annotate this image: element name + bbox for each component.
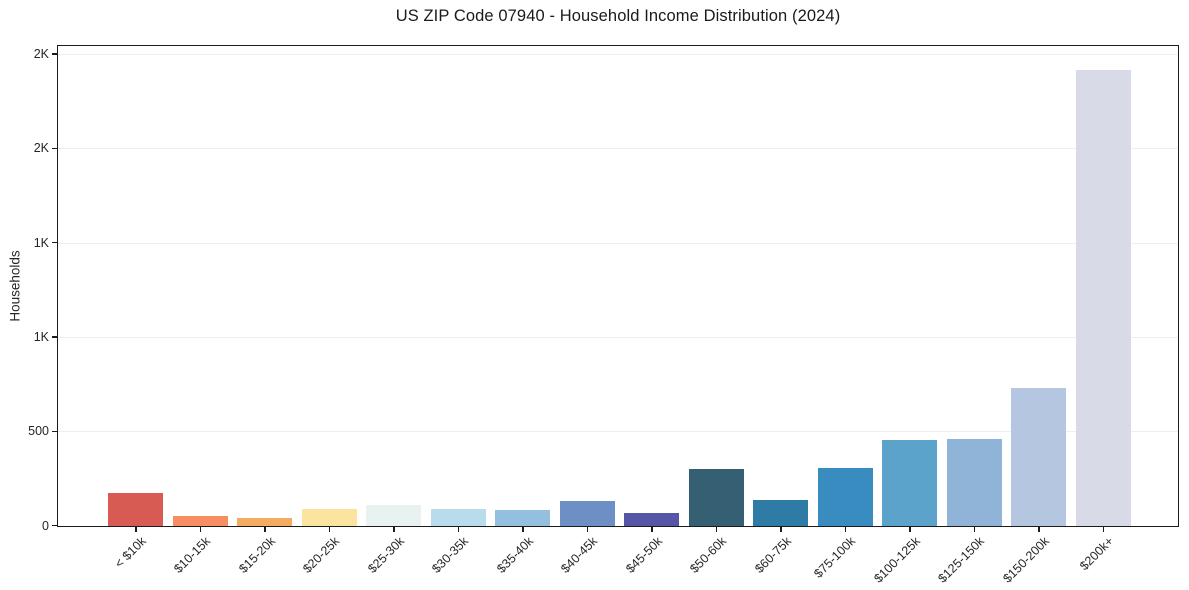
- x-tick-mark: [909, 527, 911, 532]
- x-tick-label: $30-35k: [429, 534, 472, 576]
- x-tick-label: $50-60k: [687, 534, 730, 576]
- x-tick-mark: [844, 527, 847, 532]
- y-tick-mark: [52, 147, 57, 149]
- y-tick-label: 1K: [33, 329, 49, 344]
- x-tick-label: $150-200k: [1000, 534, 1052, 586]
- bar-13: [882, 440, 937, 526]
- bar-4: [301, 509, 357, 526]
- bar-1: [108, 493, 163, 526]
- bar-2: [172, 515, 228, 526]
- y-tick-label: 500: [28, 424, 49, 439]
- x-tick-label: $60-75k: [752, 534, 794, 576]
- x-tick-mark: [973, 527, 976, 532]
- x-tick-label: $25-30k: [365, 534, 407, 576]
- bar-8: [559, 501, 615, 526]
- y-gridline: [58, 148, 1178, 150]
- y-gridline: [58, 242, 1178, 244]
- x-tick-mark: [264, 527, 266, 532]
- y-gridline: [58, 431, 1178, 433]
- bar-16: [1075, 69, 1131, 526]
- x-tick-label: $45-50k: [623, 534, 665, 576]
- bar-3: [237, 517, 292, 526]
- bar-10: [688, 469, 744, 526]
- x-tick-label: $15-20k: [236, 534, 278, 576]
- bar-14: [946, 439, 1002, 526]
- bar-6: [430, 509, 486, 526]
- x-tick-label: $200k+: [1077, 534, 1117, 574]
- x-tick-label: $20-25k: [300, 534, 343, 576]
- x-tick-mark: [522, 527, 524, 532]
- y-tick-mark: [52, 336, 57, 338]
- y-tick-mark: [52, 53, 57, 55]
- x-tick-mark: [135, 527, 137, 532]
- x-tick-mark: [651, 527, 653, 532]
- x-tick-mark: [1102, 527, 1105, 532]
- x-tick-label: $10-15k: [171, 534, 214, 576]
- x-tick-label: $35-40k: [494, 534, 536, 576]
- x-tick-mark: [586, 527, 589, 532]
- x-tick-label: $75-100k: [811, 534, 859, 581]
- y-tick-label: 2K: [33, 47, 49, 62]
- y-gridline: [58, 336, 1178, 338]
- bar-11: [753, 499, 808, 526]
- chart-title: US ZIP Code 07940 - Household Income Dis…: [395, 7, 841, 25]
- y-tick-label: 2K: [33, 141, 49, 156]
- x-tick-mark: [715, 527, 718, 532]
- y-tick-mark: [52, 430, 57, 432]
- bar-5: [366, 505, 421, 526]
- x-tick-mark: [1038, 527, 1040, 532]
- plot-area: [57, 45, 1179, 527]
- y-tick-mark: [52, 524, 57, 527]
- x-tick-mark: [328, 527, 331, 532]
- y-axis-label: Households: [7, 250, 23, 322]
- x-tick-label: $100-125k: [871, 534, 923, 586]
- bar-12: [817, 467, 873, 526]
- bar-7: [495, 509, 550, 526]
- bar-15: [1011, 388, 1066, 526]
- y-tick-mark: [52, 241, 57, 244]
- y-tick-label: 1K: [33, 235, 49, 250]
- bar-9: [624, 512, 679, 526]
- x-tick-mark: [780, 527, 782, 532]
- x-tick-mark: [393, 527, 395, 532]
- y-tick-label: 0: [42, 518, 49, 533]
- x-tick-label: < $10k: [112, 534, 149, 571]
- y-gridline: [58, 54, 1178, 56]
- x-tick-mark: [457, 527, 460, 532]
- x-tick-mark: [199, 527, 202, 532]
- x-tick-label: $125-150k: [935, 534, 988, 586]
- x-tick-label: $40-45k: [558, 534, 601, 576]
